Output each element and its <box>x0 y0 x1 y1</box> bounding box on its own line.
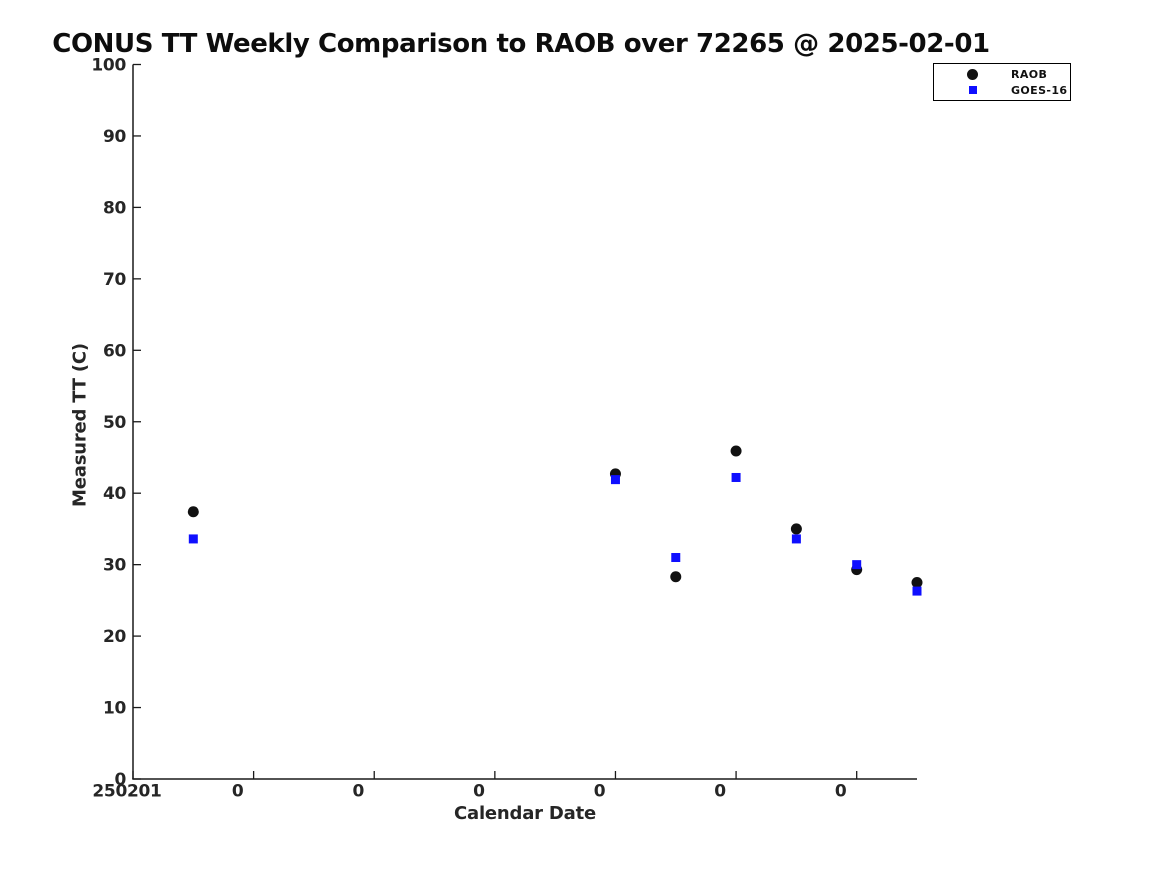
legend-label-raob: RAOB <box>1011 67 1048 81</box>
raob-point <box>790 523 802 535</box>
goes16-point <box>188 534 198 544</box>
raob-circle-marker-icon <box>967 68 978 80</box>
x-axis-label: Calendar Date <box>453 803 597 824</box>
y-tick-label: 0 <box>114 770 126 790</box>
x-tick-label: 0 <box>835 782 847 802</box>
goes16-point <box>912 586 922 596</box>
legend-row-goes16: GOES-16 <box>934 82 1070 98</box>
goes16-point <box>610 475 620 485</box>
y-tick-label: 20 <box>103 627 127 647</box>
y-tick-label: 90 <box>103 127 127 147</box>
legend: RAOB GOES-16 <box>933 63 1071 101</box>
y-tick-label: 50 <box>103 413 127 433</box>
y-tick-label: 10 <box>103 699 127 719</box>
y-tick-label: 100 <box>91 56 126 76</box>
legend-row-raob: RAOB <box>934 66 1070 82</box>
legend-marker-cell <box>934 68 1011 80</box>
goes16-point <box>731 472 741 482</box>
y-tick-label: 30 <box>103 556 127 576</box>
y-tick-label: 70 <box>103 270 127 290</box>
raob-point <box>187 506 199 518</box>
y-tick-label: 80 <box>103 198 127 218</box>
x-tick-label: 0 <box>232 782 244 802</box>
goes16-square-marker-icon <box>968 86 977 94</box>
goes16-point <box>852 560 862 570</box>
raob-point <box>730 445 742 457</box>
x-tick-label: 0 <box>594 782 606 802</box>
raob-point <box>911 577 923 589</box>
y-axis-label: Measured TT (C) <box>69 343 91 507</box>
x-tick-label: 0 <box>714 782 726 802</box>
legend-label-goes16: GOES-16 <box>1011 83 1068 97</box>
x-tick-label: 0 <box>352 782 364 802</box>
legend-marker-cell <box>934 86 1011 94</box>
goes16-point <box>671 553 681 563</box>
raob-point <box>670 571 682 583</box>
y-tick-label: 40 <box>103 484 127 504</box>
goes16-point <box>791 534 801 544</box>
x-tick-label: 250201 <box>92 782 161 802</box>
chart-title: CONUS TT Weekly Comparison to RAOB over … <box>52 29 990 59</box>
x-tick-label: 0 <box>473 782 485 802</box>
y-tick-label: 60 <box>103 341 127 361</box>
